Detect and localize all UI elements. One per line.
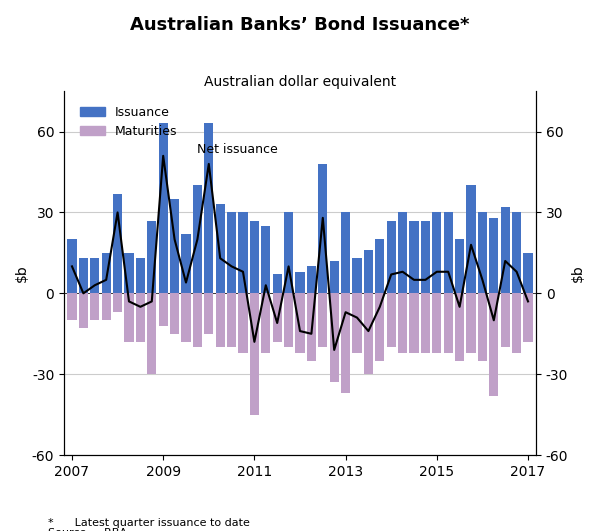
Bar — [329, 261, 339, 293]
Bar — [147, 293, 157, 374]
Bar — [295, 272, 305, 293]
Bar — [79, 258, 88, 293]
Y-axis label: $b: $b — [15, 264, 29, 282]
Bar — [250, 293, 259, 415]
Bar — [512, 293, 521, 353]
Bar — [284, 293, 293, 347]
Bar — [227, 293, 236, 347]
Title: Australian dollar equivalent: Australian dollar equivalent — [204, 74, 396, 89]
Bar — [443, 212, 453, 293]
Bar — [113, 293, 122, 312]
Text: Net issuance: Net issuance — [197, 143, 278, 156]
Bar — [295, 293, 305, 353]
Bar — [101, 253, 111, 293]
Legend: Issuance, Maturities: Issuance, Maturities — [75, 101, 182, 143]
Bar — [523, 253, 533, 293]
Bar — [478, 293, 487, 361]
Bar — [455, 239, 464, 293]
Bar — [67, 239, 77, 293]
Bar — [466, 185, 476, 293]
Bar — [364, 293, 373, 374]
Bar — [364, 250, 373, 293]
Bar — [204, 293, 214, 334]
Bar — [352, 258, 362, 293]
Bar — [227, 212, 236, 293]
Bar — [238, 293, 248, 353]
Bar — [500, 207, 510, 293]
Bar — [466, 293, 476, 353]
Bar — [512, 212, 521, 293]
Bar — [261, 226, 271, 293]
Bar — [158, 293, 168, 326]
Bar — [318, 293, 328, 347]
Bar — [409, 220, 419, 293]
Bar — [181, 293, 191, 342]
Bar — [341, 293, 350, 393]
Bar — [124, 253, 134, 293]
Bar — [421, 220, 430, 293]
Bar — [500, 293, 510, 347]
Bar — [101, 293, 111, 320]
Bar — [523, 293, 533, 342]
Bar — [489, 218, 499, 293]
Bar — [455, 293, 464, 361]
Bar — [443, 293, 453, 353]
Bar — [261, 293, 271, 353]
Bar — [113, 194, 122, 293]
Bar — [170, 199, 179, 293]
Bar — [147, 220, 157, 293]
Bar — [318, 164, 328, 293]
Bar — [238, 212, 248, 293]
Bar — [409, 293, 419, 353]
Bar — [307, 293, 316, 361]
Bar — [284, 212, 293, 293]
Text: Australian Banks’ Bond Issuance*: Australian Banks’ Bond Issuance* — [130, 16, 470, 34]
Bar — [204, 124, 214, 293]
Bar — [79, 293, 88, 328]
Bar — [375, 293, 385, 361]
Bar — [478, 212, 487, 293]
Bar — [158, 124, 168, 293]
Bar — [90, 293, 100, 320]
Text: *      Latest quarter issuance to date: * Latest quarter issuance to date — [48, 518, 250, 528]
Bar — [193, 185, 202, 293]
Y-axis label: $b: $b — [571, 264, 585, 282]
Bar — [398, 212, 407, 293]
Bar — [329, 293, 339, 382]
Bar — [90, 258, 100, 293]
Bar — [432, 293, 442, 353]
Bar — [170, 293, 179, 334]
Bar — [193, 293, 202, 347]
Text: Source:    RBA: Source: RBA — [48, 528, 127, 531]
Bar — [250, 220, 259, 293]
Bar — [432, 212, 442, 293]
Bar — [215, 204, 225, 293]
Bar — [272, 275, 282, 293]
Bar — [307, 267, 316, 293]
Bar — [181, 234, 191, 293]
Bar — [489, 293, 499, 396]
Bar — [136, 293, 145, 342]
Bar — [67, 293, 77, 320]
Bar — [341, 212, 350, 293]
Bar — [136, 258, 145, 293]
Bar — [272, 293, 282, 342]
Bar — [215, 293, 225, 347]
Bar — [124, 293, 134, 342]
Bar — [398, 293, 407, 353]
Bar — [386, 220, 396, 293]
Bar — [352, 293, 362, 353]
Bar — [386, 293, 396, 347]
Bar — [421, 293, 430, 353]
Bar — [375, 239, 385, 293]
